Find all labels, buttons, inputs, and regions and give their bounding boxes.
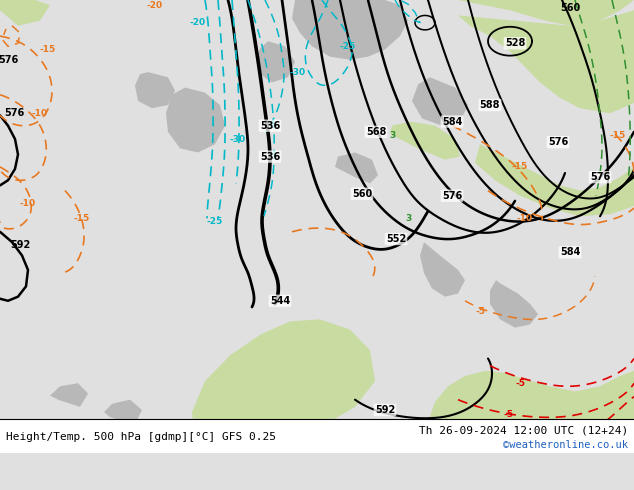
Text: 576: 576 [548,137,568,147]
Text: -15: -15 [610,131,626,141]
Text: 576: 576 [590,172,610,182]
Text: -5: -5 [503,410,513,418]
Text: -10: -10 [20,199,36,208]
Polygon shape [0,0,50,26]
Text: -15: -15 [74,214,90,223]
Text: -15: -15 [512,162,528,171]
Text: -15: -15 [40,45,56,54]
Text: -5: -5 [475,307,485,316]
Polygon shape [475,144,634,216]
Text: 576: 576 [4,108,24,118]
Text: 568: 568 [366,127,386,137]
Text: 584: 584 [560,247,580,257]
Polygon shape [135,72,175,108]
Text: Th 26-09-2024 12:00 UTC (12+24): Th 26-09-2024 12:00 UTC (12+24) [418,426,628,436]
Text: 592: 592 [375,405,395,415]
Polygon shape [104,400,142,424]
Text: 536: 536 [260,151,280,162]
Polygon shape [458,10,634,113]
Text: 584: 584 [442,117,462,126]
Text: -10: -10 [517,214,533,223]
Polygon shape [166,88,225,152]
Text: 592: 592 [10,240,30,250]
Text: 544: 544 [270,296,290,306]
Polygon shape [458,0,634,26]
Polygon shape [490,280,538,328]
Text: Height/Temp. 500 hPa [gdmp][°C] GFS 0.25: Height/Temp. 500 hPa [gdmp][°C] GFS 0.25 [6,432,276,442]
Text: 576: 576 [0,55,18,65]
Text: 588: 588 [480,100,500,110]
Polygon shape [412,77,468,125]
Text: -30: -30 [230,135,246,144]
Text: 552: 552 [386,234,406,244]
Polygon shape [428,371,634,453]
Bar [0,419,634,453]
Text: 3: 3 [405,214,411,223]
Text: 560: 560 [352,189,372,198]
Polygon shape [292,0,408,60]
Polygon shape [390,122,460,160]
Polygon shape [192,319,375,453]
Text: -20: -20 [190,18,206,27]
Text: -25: -25 [340,42,356,51]
Polygon shape [256,41,295,82]
Text: 576: 576 [442,191,462,201]
Text: -25: -25 [207,217,223,226]
Polygon shape [335,152,378,183]
Text: 536: 536 [260,121,280,131]
Polygon shape [420,242,465,296]
Text: -10: -10 [32,109,48,118]
Text: ©weatheronline.co.uk: ©weatheronline.co.uk [503,440,628,450]
Text: 528: 528 [505,38,525,48]
Polygon shape [50,383,88,407]
Text: -20: -20 [147,0,163,10]
Text: 560: 560 [560,3,580,13]
Text: -30: -30 [290,68,306,76]
Text: 3: 3 [389,131,395,141]
Text: -5: -5 [515,379,525,388]
